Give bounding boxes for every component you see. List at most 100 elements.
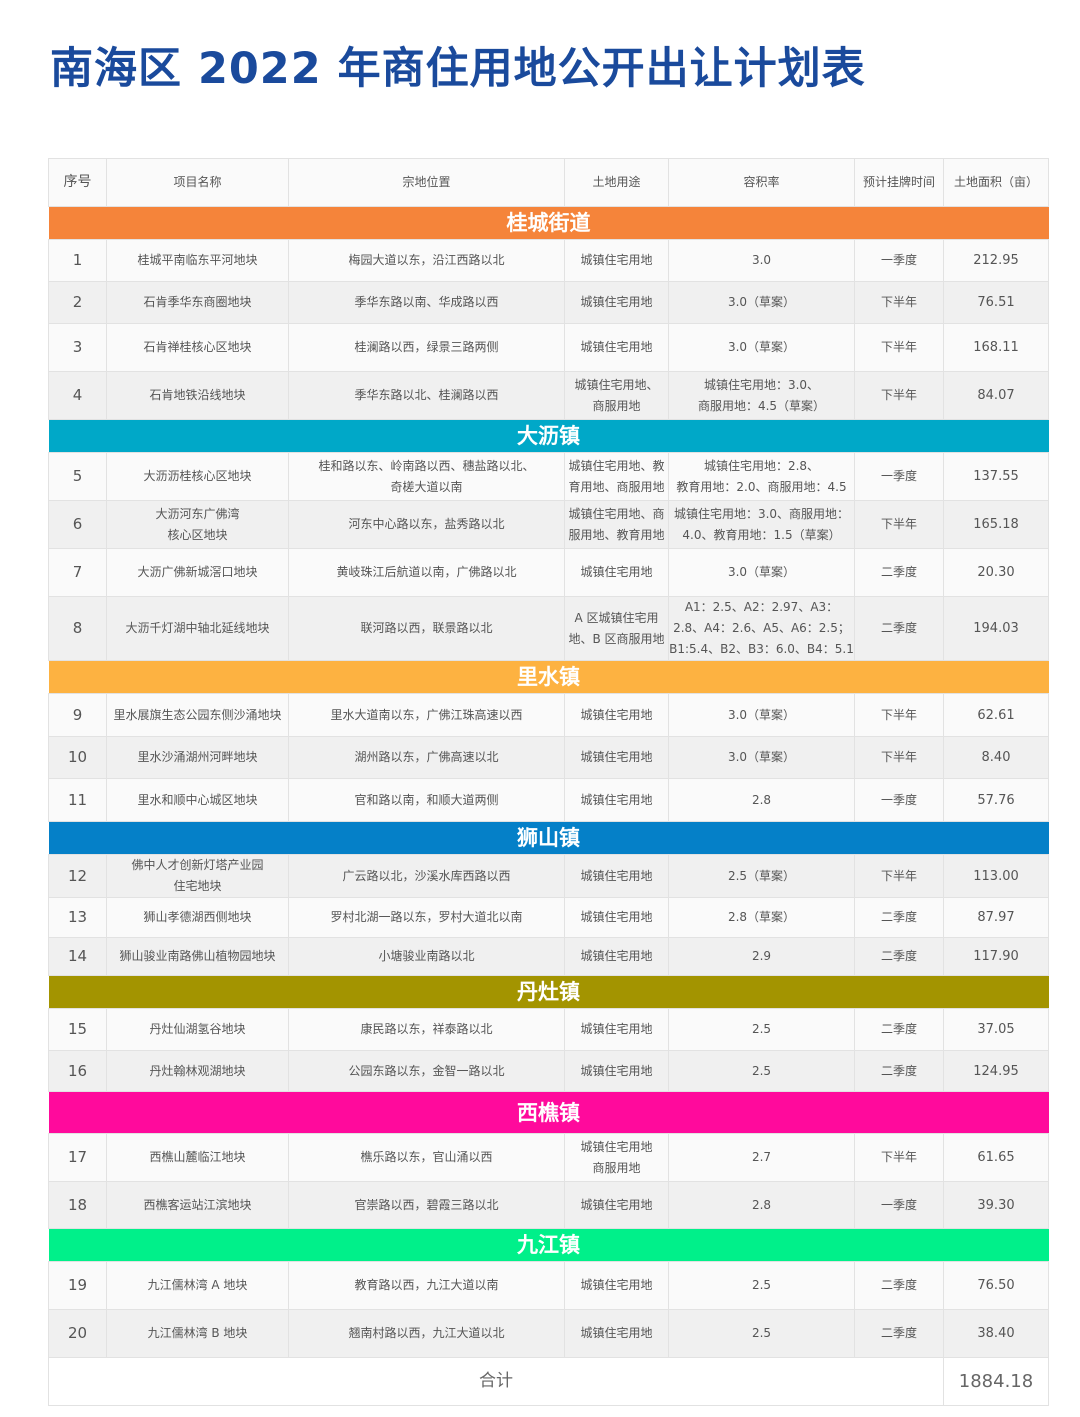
cell-area: 39.30 [943, 1181, 1049, 1229]
cell-listing-time: 一季度 [854, 778, 944, 822]
cell-area: 137.55 [943, 452, 1049, 501]
cell-index: 2 [48, 281, 107, 324]
header-land-use: 土地用途 [564, 158, 669, 207]
cell-location: 联河路以西，联景路以北 [288, 596, 565, 661]
cell-area: 61.65 [943, 1133, 1049, 1182]
table-row: 9 里水展旗生态公园东侧沙涌地块 里水大道南以东，广佛江珠高速以西 城镇住宅用地 3.0… [48, 693, 1049, 737]
cell-land-use: 城镇住宅用地、商 服用地、教育用地 [564, 500, 669, 549]
section-header: 西樵镇 [48, 1091, 1049, 1134]
cell-project-name: 石肯季华东商圈地块 [106, 281, 289, 324]
cell-area: 84.07 [943, 371, 1049, 420]
header-index: 序号 [48, 158, 107, 207]
cell-project-name: 西樵客运站江滨地块 [106, 1181, 289, 1229]
cell-land-use: 城镇住宅用地 [564, 693, 669, 737]
cell-project-name: 里水沙涌湖州河畔地块 [106, 736, 289, 779]
cell-index: 9 [48, 693, 107, 737]
cell-area: 113.00 [943, 854, 1049, 898]
table-row: 1 桂城平南临东平河地块 梅园大道以东，沿江西路以北 城镇住宅用地 3.0 一季度 212.… [48, 239, 1049, 282]
cell-project-name: 丹灶翰林观湖地块 [106, 1050, 289, 1092]
cell-plot-ratio: 3.0（草案） [668, 736, 855, 779]
cell-area: 20.30 [943, 548, 1049, 597]
cell-listing-time: 下半年 [854, 1133, 944, 1182]
cell-project-name: 狮山骏业南路佛山植物园地块 [106, 937, 289, 976]
cell-listing-time: 一季度 [854, 1181, 944, 1229]
section-header: 九江镇 [48, 1228, 1049, 1262]
cell-listing-time: 下半年 [854, 323, 944, 372]
cell-index: 11 [48, 778, 107, 822]
cell-land-use: 城镇住宅用地 [564, 1309, 669, 1358]
cell-listing-time: 一季度 [854, 452, 944, 501]
cell-plot-ratio: 城镇住宅用地：3.0、商服用地： 4.0、教育用地：1.5（草案） [668, 500, 855, 549]
cell-project-name: 九江儒林湾 B 地块 [106, 1309, 289, 1358]
header-project-name: 项目名称 [106, 158, 289, 207]
cell-area: 38.40 [943, 1309, 1049, 1358]
cell-listing-time: 二季度 [854, 897, 944, 938]
cell-index: 12 [48, 854, 107, 898]
cell-area: 76.51 [943, 281, 1049, 324]
cell-project-name: 大沥千灯湖中轴北延线地块 [106, 596, 289, 661]
cell-index: 16 [48, 1050, 107, 1092]
cell-location: 罗村北湖一路以东，罗村大道北以南 [288, 897, 565, 938]
cell-area: 37.05 [943, 1008, 1049, 1051]
section-header: 里水镇 [48, 660, 1049, 694]
total-row: 合计 1884.18 [48, 1357, 1049, 1406]
cell-location: 樵乐路以东，官山涌以西 [288, 1133, 565, 1182]
cell-land-use: 城镇住宅用地 商服用地 [564, 1133, 669, 1182]
cell-listing-time: 一季度 [854, 239, 944, 282]
cell-listing-time: 二季度 [854, 548, 944, 597]
cell-index: 10 [48, 736, 107, 779]
cell-index: 20 [48, 1309, 107, 1358]
cell-location: 公园东路以东，金智一路以北 [288, 1050, 565, 1092]
cell-listing-time: 下半年 [854, 736, 944, 779]
cell-land-use: 城镇住宅用地 [564, 1050, 669, 1092]
table-row: 11 里水和顺中心城区地块 官和路以南，和顺大道两侧 城镇住宅用地 2.8 一季度 57.7… [48, 778, 1049, 822]
cell-land-use: 城镇住宅用地 [564, 736, 669, 779]
page-title: 南海区 2022 年商住用地公开出让计划表 [50, 44, 866, 94]
cell-index: 15 [48, 1008, 107, 1051]
cell-land-use: 城镇住宅用地 [564, 239, 669, 282]
cell-index: 5 [48, 452, 107, 501]
cell-location: 梅园大道以东，沿江西路以北 [288, 239, 565, 282]
cell-plot-ratio: 城镇住宅用地：3.0、 商服用地：4.5（草案） [668, 371, 855, 420]
cell-index: 14 [48, 937, 107, 976]
cell-listing-time: 二季度 [854, 1261, 944, 1310]
cell-plot-ratio: 城镇住宅用地：2.8、 教育用地：2.0、商服用地：4.5 [668, 452, 855, 501]
table-row: 16 丹灶翰林观湖地块 公园东路以东，金智一路以北 城镇住宅用地 2.5 二季度 124.9… [48, 1050, 1049, 1092]
cell-index: 1 [48, 239, 107, 282]
section-title: 西樵镇 [48, 1091, 1049, 1134]
header-listing-time: 预计挂牌时间 [854, 158, 944, 207]
header-location: 宗地位置 [288, 158, 565, 207]
cell-project-name: 九江儒林湾 A 地块 [106, 1261, 289, 1310]
cell-location: 官崇路以西，碧霞三路以北 [288, 1181, 565, 1229]
table-row: 4 石肯地铁沿线地块 季华东路以北、桂澜路以西 城镇住宅用地、 商服用地 城镇住宅用地：… [48, 371, 1049, 420]
cell-land-use: 城镇住宅用地 [564, 548, 669, 597]
cell-land-use: 城镇住宅用地 [564, 1261, 669, 1310]
table-header: 序号 项目名称 宗地位置 土地用途 容积率 预计挂牌时间 土地面积（亩） [48, 158, 1049, 207]
cell-location: 翘南村路以西，九江大道以北 [288, 1309, 565, 1358]
section-title: 里水镇 [48, 660, 1049, 694]
cell-location: 里水大道南以东，广佛江珠高速以西 [288, 693, 565, 737]
cell-plot-ratio: 2.9 [668, 937, 855, 976]
section-title: 狮山镇 [48, 821, 1049, 855]
cell-location: 小塘骏业南路以北 [288, 937, 565, 976]
cell-listing-time: 二季度 [854, 937, 944, 976]
cell-project-name: 大沥沥桂核心区地块 [106, 452, 289, 501]
cell-plot-ratio: 2.5 [668, 1008, 855, 1051]
cell-area: 194.03 [943, 596, 1049, 661]
table-row: 12 佛中人才创新灯塔产业园 住宅地块 广云路以北，沙溪水库西路以西 城镇住宅用地 2.… [48, 854, 1049, 898]
cell-area: 117.90 [943, 937, 1049, 976]
cell-project-name: 里水展旗生态公园东侧沙涌地块 [106, 693, 289, 737]
cell-plot-ratio: 2.5 [668, 1050, 855, 1092]
cell-plot-ratio: 2.8（草案） [668, 897, 855, 938]
cell-plot-ratio: 2.5（草案） [668, 854, 855, 898]
cell-listing-time: 二季度 [854, 1008, 944, 1051]
section-title: 丹灶镇 [48, 975, 1049, 1009]
cell-project-name: 石肯禅桂核心区地块 [106, 323, 289, 372]
header-area: 土地面积（亩） [943, 158, 1049, 207]
cell-plot-ratio: 3.0（草案） [668, 548, 855, 597]
cell-index: 4 [48, 371, 107, 420]
cell-index: 19 [48, 1261, 107, 1310]
cell-location: 桂澜路以西，绿景三路两侧 [288, 323, 565, 372]
section-header: 丹灶镇 [48, 975, 1049, 1009]
table-row: 8 大沥千灯湖中轴北延线地块 联河路以西，联景路以北 A 区城镇住宅用 地、B 区商服… [48, 596, 1049, 661]
